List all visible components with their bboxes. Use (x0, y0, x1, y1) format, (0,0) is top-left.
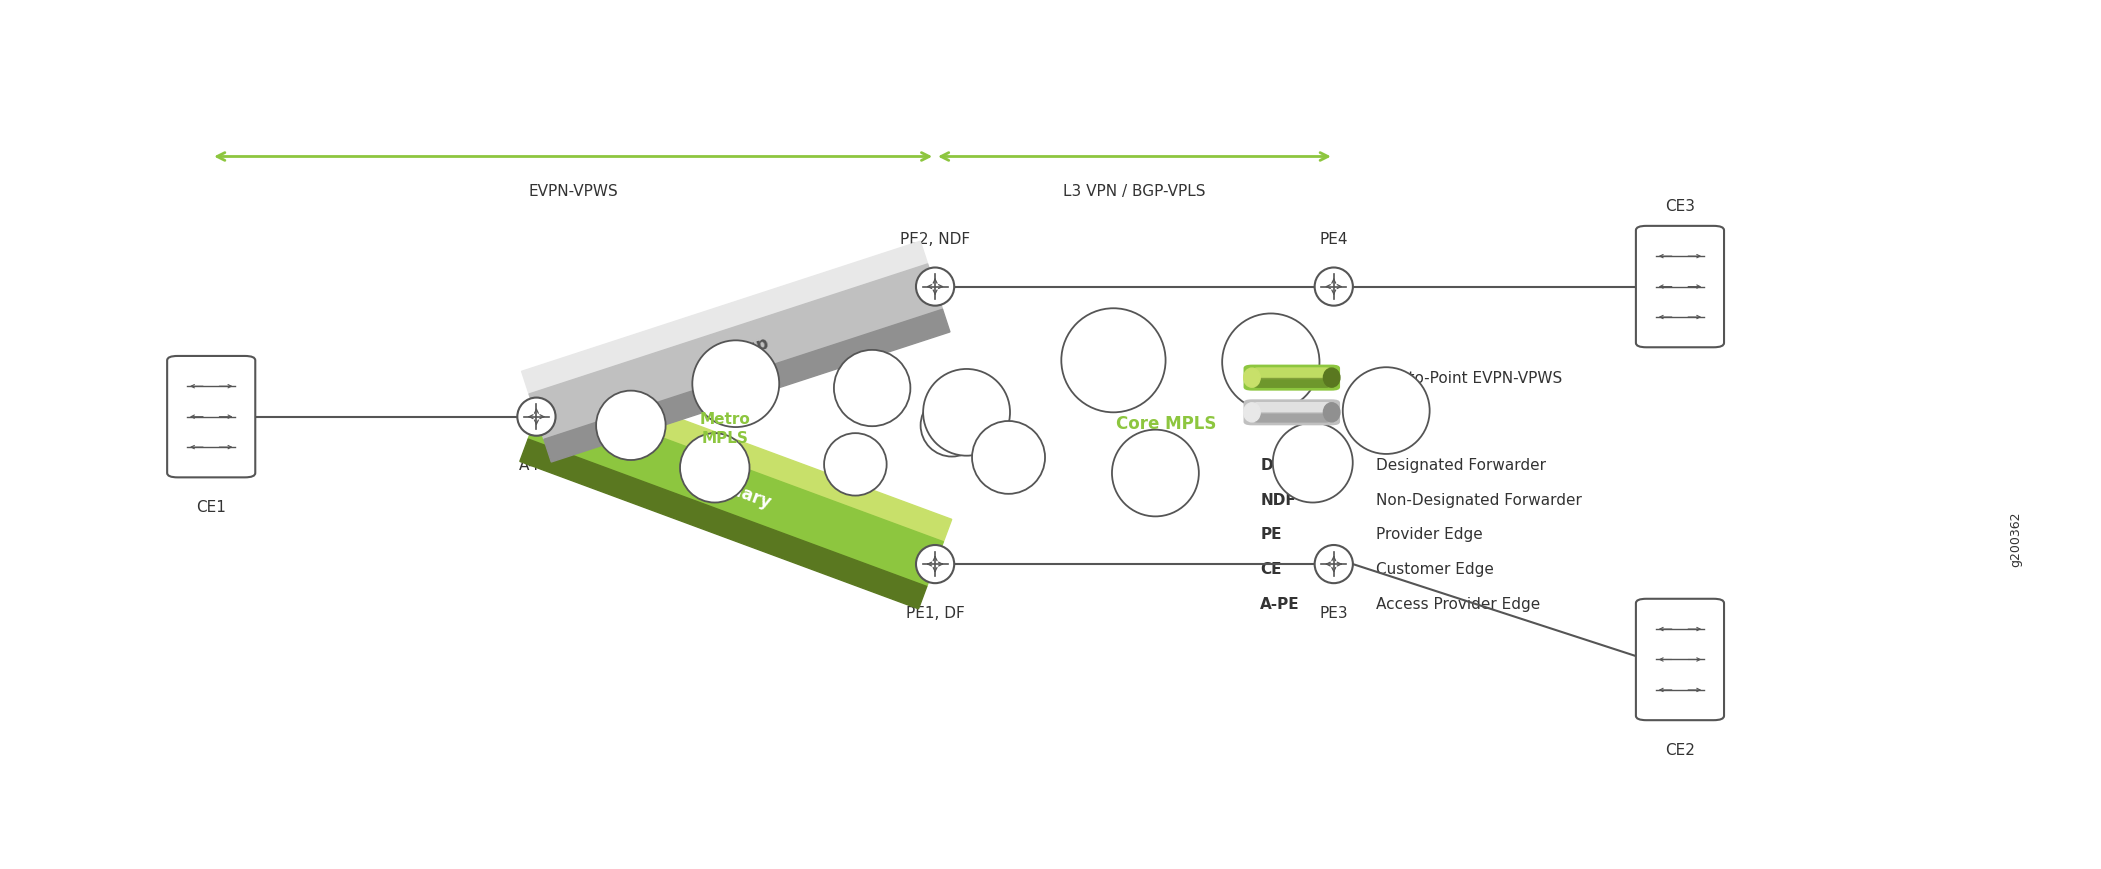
Text: Backup: Backup (700, 333, 771, 371)
Ellipse shape (824, 434, 887, 496)
Ellipse shape (597, 391, 666, 461)
Text: DF: DF (1261, 457, 1284, 473)
Ellipse shape (973, 421, 1044, 494)
Polygon shape (544, 310, 950, 462)
Text: Metro
MPLS: Metro MPLS (700, 412, 750, 445)
FancyBboxPatch shape (1254, 368, 1330, 380)
Text: PE: PE (1261, 527, 1282, 541)
Ellipse shape (517, 398, 555, 436)
Text: Primary: Primary (698, 469, 773, 512)
Text: A-PE: A-PE (519, 458, 555, 473)
Text: PE4: PE4 (1319, 231, 1349, 247)
Ellipse shape (922, 369, 1011, 456)
FancyBboxPatch shape (1244, 365, 1340, 391)
Text: Provider Edge: Provider Edge (1376, 527, 1483, 541)
Text: g200362: g200362 (2009, 511, 2021, 567)
Text: Non-Designated Forwarder: Non-Designated Forwarder (1376, 492, 1582, 507)
Text: NDF: NDF (1261, 492, 1296, 507)
FancyBboxPatch shape (1637, 227, 1725, 348)
Text: CE1: CE1 (195, 500, 227, 514)
FancyBboxPatch shape (168, 356, 256, 478)
Ellipse shape (1223, 314, 1319, 411)
Ellipse shape (834, 350, 910, 427)
Text: PE2, NDF: PE2, NDF (899, 231, 971, 247)
Text: CE: CE (1261, 561, 1282, 576)
Ellipse shape (1343, 368, 1429, 454)
Text: PE1, DF: PE1, DF (906, 605, 964, 620)
Polygon shape (529, 264, 943, 440)
FancyBboxPatch shape (1254, 402, 1330, 415)
Text: Core MPLS: Core MPLS (1116, 415, 1216, 432)
Text: Access Provider Edge: Access Provider Edge (1376, 596, 1540, 611)
Ellipse shape (1315, 269, 1353, 306)
Ellipse shape (1273, 423, 1353, 503)
Text: Designated Forwarder: Designated Forwarder (1376, 457, 1546, 473)
Ellipse shape (1315, 546, 1353, 583)
Text: PE3: PE3 (1319, 605, 1349, 620)
FancyBboxPatch shape (1637, 599, 1725, 720)
Ellipse shape (693, 341, 779, 428)
FancyBboxPatch shape (1254, 378, 1330, 388)
Text: Customer Edge: Customer Edge (1376, 561, 1494, 576)
Text: CE2: CE2 (1664, 742, 1696, 757)
Text: L3 VPN / BGP-VPLS: L3 VPN / BGP-VPLS (1063, 183, 1206, 198)
Text: A-PE: A-PE (1261, 596, 1301, 611)
Polygon shape (521, 242, 929, 395)
Text: Point-to-Point EVPN-VPWS: Point-to-Point EVPN-VPWS (1366, 371, 1563, 386)
Ellipse shape (1244, 403, 1261, 422)
Polygon shape (519, 440, 927, 609)
Ellipse shape (1111, 430, 1200, 517)
Ellipse shape (1324, 368, 1340, 388)
FancyBboxPatch shape (1244, 400, 1340, 426)
Ellipse shape (1324, 403, 1340, 422)
Polygon shape (544, 373, 952, 542)
Ellipse shape (916, 269, 954, 306)
FancyBboxPatch shape (1254, 413, 1330, 423)
Ellipse shape (1061, 308, 1166, 413)
Text: CE3: CE3 (1664, 199, 1696, 214)
Ellipse shape (916, 546, 954, 583)
Ellipse shape (1244, 368, 1261, 388)
Ellipse shape (681, 434, 750, 503)
Text: EVPN-VPWS: EVPN-VPWS (527, 183, 618, 198)
Polygon shape (527, 395, 943, 587)
Ellipse shape (920, 395, 983, 457)
